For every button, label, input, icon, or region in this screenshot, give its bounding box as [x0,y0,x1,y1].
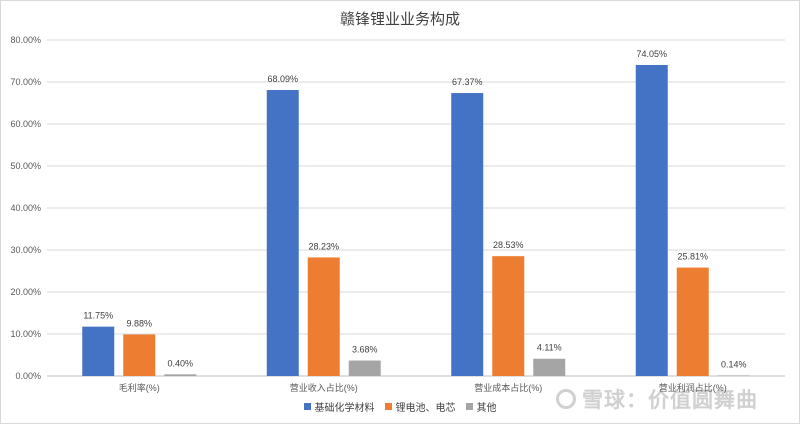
legend-item: 锂电池、电芯 [384,399,456,414]
data-label: 67.37% [452,77,483,87]
y-tick-label: 10.00% [10,329,41,339]
y-tick-label: 40.00% [10,203,41,213]
x-axis: 毛利率(%) 营业收入占比(%) 营业成本占比(%) 营业利润占比(%) [119,382,727,393]
chart-title: 赣锋锂业业务构成 [339,11,460,28]
x-tick-label: 营业成本占比(%) [474,382,542,393]
data-label: 25.81% [677,252,708,262]
data-label: 11.75% [83,311,113,321]
data-label: 3.68% [352,345,378,355]
watermark: 雪球：价值圆舞曲 [556,384,758,414]
legend: 基础化学材料 锂电池、电芯 其他 [0,399,800,414]
data-label: 0.14% [721,359,747,369]
data-label: 28.53% [493,240,524,250]
legend-swatch [384,403,392,410]
y-tick-label: 50.00% [10,161,41,171]
legend-item: 其他 [465,399,497,414]
y-axis: 0.00% 10.00% 20.00% 30.00% 40.00% 50.00% 60.00… [10,35,41,381]
snowball-logo-icon [556,389,576,409]
legend-item: 基础化学材料 [303,399,375,414]
bar [635,64,668,377]
watermark-text: 雪球：价值圆舞曲 [582,389,758,412]
y-tick-label: 60.00% [10,119,41,129]
data-label: 68.09% [267,74,298,84]
bar [82,326,115,376]
bar [717,375,750,376]
legend-swatch [303,403,311,410]
bar [123,334,156,376]
x-tick-label: 毛利率(%) [119,382,160,393]
bar [492,256,525,376]
x-tick-label: 营业利润占比(%) [659,382,727,393]
bar [164,374,197,376]
data-label: 28.23% [308,241,339,251]
y-tick-label: 30.00% [10,245,41,255]
data-label: 74.05% [636,49,667,59]
gridlines [47,39,785,377]
y-tick-label: 20.00% [10,287,41,297]
legend-swatch [465,403,473,410]
x-tick-label: 营业收入占比(%) [290,382,358,393]
bar [451,93,484,377]
data-label: 0.40% [167,358,193,368]
bar [307,257,340,376]
data-label: 9.88% [126,319,152,329]
data-labels: 11.75% 9.88% 0.40% 68.09% 28.23% 3.68% 67.37% 2… [83,49,746,369]
bars [82,64,750,377]
y-tick-label: 80.00% [10,35,41,45]
bar [676,267,709,376]
y-tick-label: 70.00% [10,77,41,87]
legend-label: 基础化学材料 [314,403,375,414]
y-tick-label: 0.00% [15,371,41,381]
bar [533,358,566,376]
bar [348,360,381,376]
legend-label: 锂电池、电芯 [395,403,456,414]
legend-label: 其他 [476,403,497,414]
bar [266,90,299,376]
data-label: 4.11% [537,343,562,353]
